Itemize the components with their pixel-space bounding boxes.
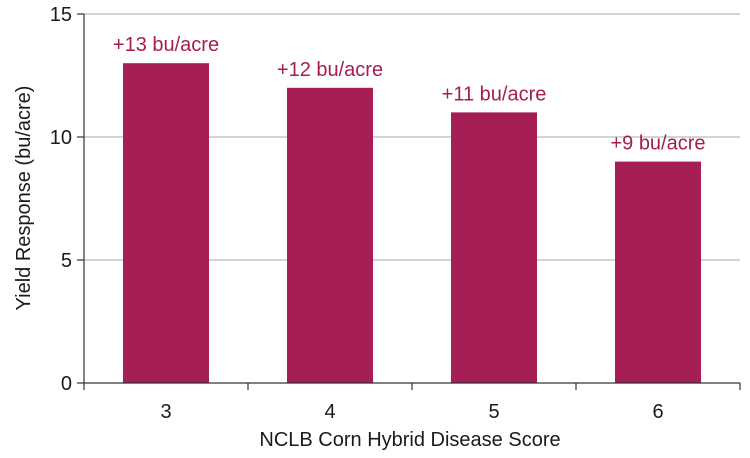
y-tick-label: 0 — [61, 373, 72, 395]
bar — [287, 87, 373, 384]
bar — [615, 161, 701, 383]
x-axis-title: NCLB Corn Hybrid Disease Score — [259, 429, 560, 451]
bar — [451, 112, 537, 384]
x-axis: 3 4 5 6 — [83, 382, 741, 423]
bar — [123, 63, 209, 383]
bar-value-label: +13 bu/acre — [113, 34, 219, 56]
y-axis: 0 5 10 15 — [50, 4, 85, 395]
bars — [123, 63, 701, 384]
y-axis-title: Yield Response (bu/acre) — [13, 86, 35, 311]
y-tick-label: 5 — [61, 250, 72, 272]
y-tick-label: 10 — [50, 127, 72, 149]
bar-value-label: +12 bu/acre — [277, 59, 383, 81]
bar-value-label: +11 bu/acre — [442, 83, 547, 105]
x-tick-label: 3 — [160, 401, 171, 423]
x-tick-label: 6 — [652, 401, 663, 423]
y-tick-label: 15 — [50, 4, 72, 26]
data-labels: +13 bu/acre +12 bu/acre +11 bu/acre +9 bu/a… — [113, 34, 706, 154]
x-tick-label: 5 — [488, 401, 499, 423]
x-tick-label: 4 — [324, 401, 335, 423]
bar-value-label: +9 bu/acre — [610, 133, 705, 155]
